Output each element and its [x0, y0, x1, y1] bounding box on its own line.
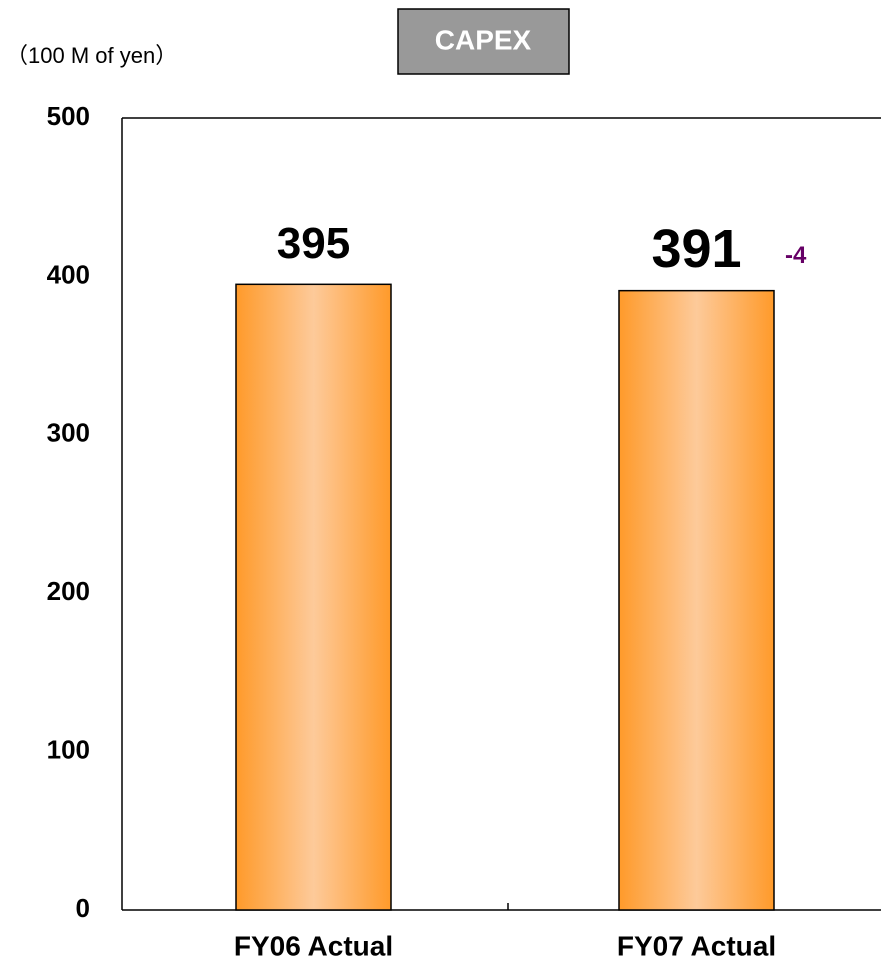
y-tick-label: 0: [76, 893, 90, 923]
data-label: 395: [277, 219, 350, 268]
chart-title: CAPEX: [435, 24, 532, 55]
x-tick-label: FY07 Actual: [617, 930, 776, 961]
y-axis-label: （100 M of yen）: [6, 43, 177, 68]
y-tick-label: 400: [47, 259, 90, 289]
title-box: [397, 8, 570, 75]
x-tick-label: FY06 Actual: [234, 930, 393, 961]
y-tick-label: 200: [47, 576, 90, 606]
y-tick-label: 500: [47, 101, 90, 131]
data-label: 391: [651, 219, 741, 279]
y-tick-label: 300: [47, 418, 90, 448]
bar: [235, 283, 392, 911]
annotation: -4: [785, 242, 807, 269]
bar: [618, 289, 775, 911]
y-tick-label: 100: [47, 734, 90, 764]
